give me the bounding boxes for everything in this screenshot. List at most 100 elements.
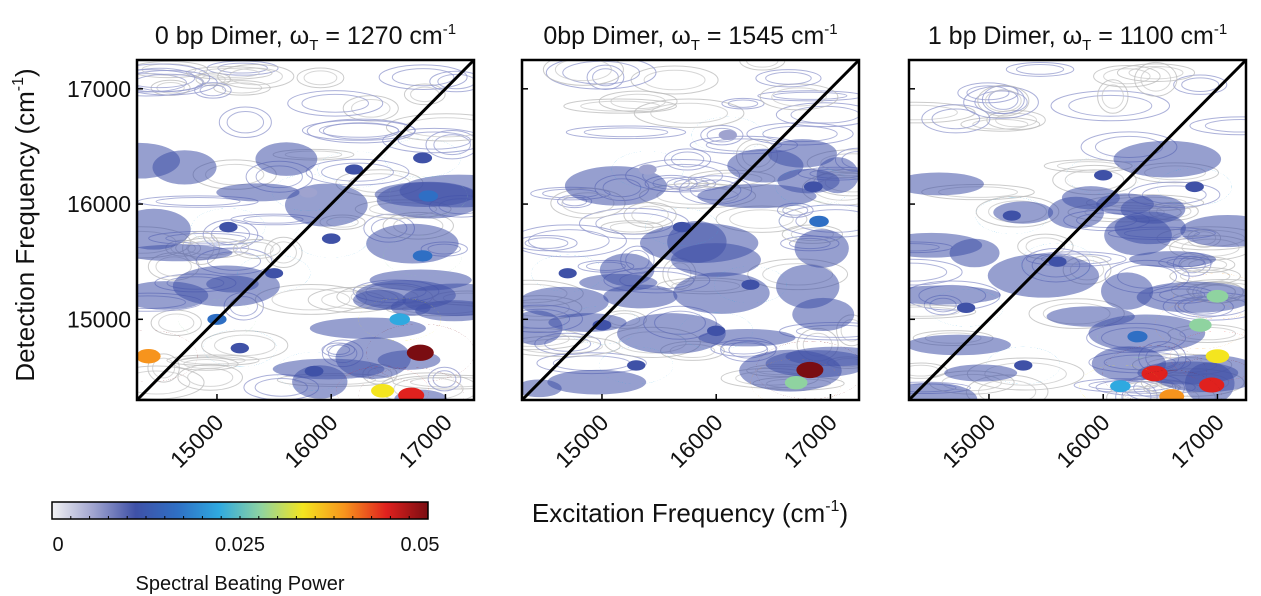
low-power-region xyxy=(369,269,472,291)
contour-line xyxy=(1005,61,1075,77)
contour-line xyxy=(1128,66,1184,80)
data-blob-core xyxy=(230,342,249,354)
contour-line xyxy=(909,104,958,121)
contour-line xyxy=(185,66,273,80)
low-power-region xyxy=(1129,251,1217,268)
contour-line xyxy=(1015,64,1065,75)
data-blob-core xyxy=(1002,210,1021,221)
contour-line xyxy=(931,108,981,130)
diagonal-line xyxy=(520,58,861,402)
contour-line xyxy=(984,89,1022,112)
data-blob-core xyxy=(418,190,439,202)
data-blob xyxy=(137,330,198,382)
data-blob-core xyxy=(1048,256,1067,267)
contour-line xyxy=(1140,66,1172,92)
data-blob-core xyxy=(389,313,411,326)
contour-line xyxy=(1097,79,1129,114)
contour-line xyxy=(301,119,416,141)
data-blob-core xyxy=(321,233,341,244)
contour-line xyxy=(228,67,283,86)
y-tick-label: 17000 xyxy=(67,76,131,102)
heatmap-panels: 15000 16000 17000 15000 16000 17000 0 bp Dimer… xyxy=(67,21,1248,473)
contour-line xyxy=(1181,77,1220,93)
contour-line xyxy=(296,67,345,89)
low-power-region xyxy=(137,208,191,250)
contour-line xyxy=(378,64,468,90)
data-blob-core xyxy=(344,164,364,175)
data-blob-core xyxy=(1206,289,1229,303)
data-blob-core xyxy=(1014,360,1033,371)
data-blob-core xyxy=(718,129,737,140)
contour-line xyxy=(137,60,208,79)
contour-line xyxy=(350,98,391,118)
contour-line xyxy=(522,338,603,354)
low-power-region xyxy=(776,264,840,309)
contour-line xyxy=(909,262,948,282)
contour-line xyxy=(765,71,812,85)
data-blob-core xyxy=(1188,318,1212,332)
contour-line xyxy=(633,98,745,128)
colorbar: 0 0.025 0.05 Spectral Beating Power xyxy=(51,501,440,595)
contour-line xyxy=(1068,94,1153,117)
contour-line xyxy=(755,69,822,88)
contour-line xyxy=(1134,61,1178,97)
contour-line xyxy=(1101,84,1124,109)
contour-line xyxy=(957,82,1019,104)
contour-line xyxy=(563,98,677,114)
contour-line xyxy=(583,127,669,138)
data-blob-core xyxy=(1127,330,1148,343)
low-power-region xyxy=(152,150,217,185)
data-blob-core xyxy=(707,325,726,337)
contour-line xyxy=(757,90,859,102)
axis-labels: Excitation Frequency (cm-1) Detection Fre… xyxy=(10,68,848,528)
data-blob-core xyxy=(265,268,284,279)
contour-line xyxy=(995,112,1038,128)
contour-line xyxy=(1050,90,1171,122)
data-blob-core xyxy=(1185,181,1204,193)
data-blob-core xyxy=(413,152,433,164)
x-tick-label: 16000 xyxy=(279,409,343,473)
data-blob-core xyxy=(304,365,324,377)
x-tick-label: 16000 xyxy=(1051,409,1115,473)
contour-line xyxy=(565,125,687,140)
contour-line xyxy=(554,60,612,82)
data-blob-core xyxy=(412,250,433,262)
colorbar-tick-label: 0.05 xyxy=(401,534,440,556)
contour-line xyxy=(972,118,1029,130)
contour-line xyxy=(385,113,474,142)
colorbar-tick-label: 0 xyxy=(52,534,63,556)
data-blob-core xyxy=(371,383,395,398)
contour-line xyxy=(199,84,227,97)
data-blob-core xyxy=(627,360,646,371)
contour-line xyxy=(528,229,610,253)
panel-2: 15000 16000 17000 0bp Dimer, ωT = 1545 cm-1 xyxy=(520,21,861,473)
contour-line xyxy=(921,104,991,134)
contour-line xyxy=(287,90,384,117)
contour-line xyxy=(1103,68,1151,85)
data-blob-core xyxy=(1094,170,1113,181)
panel-frame xyxy=(135,58,476,402)
x-tick-label: 15000 xyxy=(937,409,1001,473)
panel-3: 15000 16000 17000 1 bp Dimer, ωT = 1100 cm-… xyxy=(907,21,1248,473)
contour-line xyxy=(155,197,241,207)
colorbar-label: Spectral Beating Power xyxy=(135,573,344,595)
contour-line xyxy=(239,241,274,257)
contour-line xyxy=(598,90,678,113)
data-blob-core xyxy=(1205,349,1230,364)
contour-line xyxy=(271,288,351,311)
low-power-region xyxy=(255,142,318,176)
data-blob-core xyxy=(956,302,976,314)
contour-line xyxy=(217,62,268,74)
data-blob xyxy=(336,366,429,400)
contour-line xyxy=(391,68,455,87)
low-power-region xyxy=(599,253,655,287)
data-blob-core xyxy=(137,348,161,364)
y-tick-label: 15000 xyxy=(67,306,131,332)
contour-line xyxy=(771,87,827,107)
contour-line xyxy=(1204,119,1246,133)
low-power-region xyxy=(137,281,209,310)
diagonal-line xyxy=(135,58,476,402)
data-blob-core xyxy=(809,215,829,228)
data-blob-core xyxy=(219,221,238,233)
data-blob-core xyxy=(741,279,760,290)
